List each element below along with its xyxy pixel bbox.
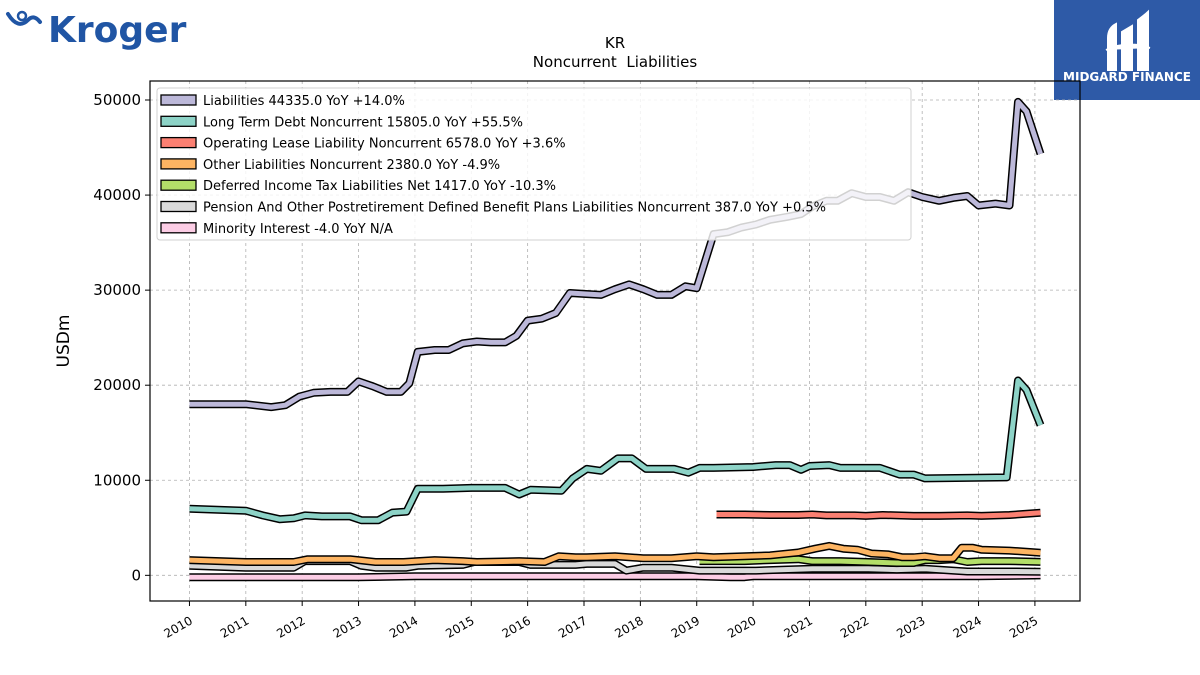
y-axis-label: USDm bbox=[54, 315, 74, 368]
legend-swatch bbox=[160, 136, 197, 149]
series-outline bbox=[189, 376, 1045, 525]
x-tick-label: 2013 bbox=[331, 613, 364, 640]
legend: Liabilities 44335.0 YoY +14.0% Long Term … bbox=[156, 87, 912, 241]
legend-label: Deferred Income Tax Liabilities Net 1417… bbox=[203, 179, 556, 194]
legend-swatch bbox=[160, 200, 197, 213]
legend-label: Long Term Debt Noncurrent 15805.0 YoY +5… bbox=[203, 115, 523, 130]
x-tick-label: 2024 bbox=[951, 613, 984, 640]
x-tick-label: 2021 bbox=[782, 613, 815, 640]
legend-swatch bbox=[160, 222, 197, 234]
kroger-dot-icon bbox=[16, 10, 28, 22]
y-tick-label: 50000 bbox=[93, 91, 141, 109]
y-tick-label: 0 bbox=[131, 566, 141, 584]
plot-frame bbox=[149, 80, 1081, 602]
legend-swatch bbox=[160, 115, 197, 127]
x-tick-label: 2018 bbox=[612, 613, 645, 640]
legend-swatch bbox=[160, 179, 197, 191]
legend-label: Operating Lease Liability Noncurrent 657… bbox=[203, 137, 566, 152]
series-line bbox=[189, 378, 1043, 523]
legend-label: Pension And Other Postretirement Defined… bbox=[203, 201, 826, 216]
x-tick-label: 2020 bbox=[725, 613, 758, 640]
x-tick-label: 2017 bbox=[556, 613, 589, 640]
midgard-emblem-icon bbox=[1105, 9, 1151, 71]
chart-title: KR bbox=[605, 34, 625, 52]
series-line bbox=[189, 99, 1043, 410]
series-line bbox=[189, 543, 1041, 565]
x-tick-label: 2012 bbox=[274, 613, 307, 640]
series-lines bbox=[189, 97, 1045, 582]
y-tick-label: 10000 bbox=[93, 471, 141, 489]
y-tick-label: 40000 bbox=[93, 186, 141, 204]
x-tick-label: 2014 bbox=[387, 613, 420, 640]
legend-label: Liabilities 44335.0 YoY +14.0% bbox=[203, 94, 405, 109]
legend-swatch bbox=[160, 158, 197, 170]
midgard-logo: MIDGARD FINANCE bbox=[1054, 0, 1200, 100]
kroger-logo: Kroger bbox=[6, 10, 187, 51]
x-tick-label: 2016 bbox=[500, 613, 533, 640]
kroger-smile-icon bbox=[6, 12, 42, 26]
y-tick-label: 20000 bbox=[93, 376, 141, 394]
chart-subtitle: Noncurrent Liabilities bbox=[533, 53, 698, 71]
x-tick-label: 2022 bbox=[838, 613, 871, 640]
x-tick-label: 2011 bbox=[218, 613, 251, 640]
legend-swatch bbox=[160, 94, 197, 106]
midgard-logo-text: MIDGARD FINANCE bbox=[1063, 70, 1191, 84]
x-tick-label: 2019 bbox=[669, 613, 702, 640]
legend-box bbox=[156, 87, 912, 241]
legend-label: Other Liabilities Noncurrent 2380.0 YoY … bbox=[203, 158, 500, 173]
series-line bbox=[699, 556, 1041, 566]
x-tick-label: 2010 bbox=[162, 613, 195, 640]
kroger-logo-text: Kroger bbox=[48, 10, 187, 51]
series-line bbox=[716, 510, 1041, 519]
series-line bbox=[189, 572, 1041, 580]
x-tick-label: 2015 bbox=[443, 613, 476, 640]
x-tick-label: 2023 bbox=[894, 613, 927, 640]
legend-label: Minority Interest -4.0 YoY N/A bbox=[203, 222, 393, 237]
x-tick-label: 2025 bbox=[1007, 613, 1040, 640]
series-line bbox=[189, 558, 1041, 575]
y-tick-label: 30000 bbox=[93, 281, 141, 299]
